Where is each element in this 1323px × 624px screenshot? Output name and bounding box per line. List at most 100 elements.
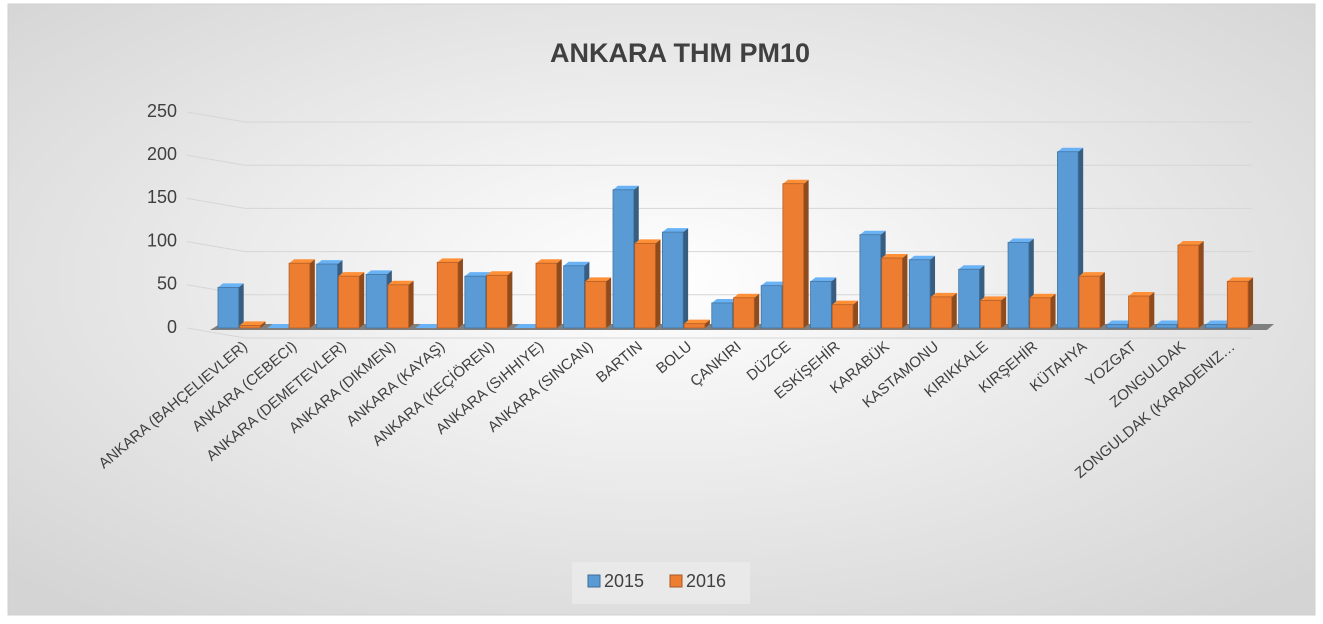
bar	[1155, 324, 1178, 329]
bar-side	[1149, 292, 1155, 328]
bar	[760, 285, 783, 329]
bar-top	[909, 255, 936, 260]
y-tick-label: 0	[167, 317, 177, 337]
bar-top	[1205, 320, 1232, 325]
bar	[661, 231, 684, 329]
bar-side	[457, 258, 463, 328]
bar-top	[535, 259, 562, 264]
bar	[1057, 151, 1079, 329]
bar-top	[662, 228, 689, 233]
bar-top	[486, 271, 513, 276]
legend-swatch	[587, 574, 601, 588]
bar	[711, 302, 733, 329]
bar	[1226, 280, 1249, 329]
bar-side	[1099, 272, 1105, 328]
bar	[831, 304, 854, 329]
legend-swatch	[669, 574, 683, 588]
bar-side	[238, 283, 244, 328]
bar-side	[951, 292, 957, 328]
bar-top	[980, 296, 1007, 301]
bar-top	[1156, 320, 1182, 325]
y-tick-label: 150	[147, 187, 177, 207]
bar-top	[316, 260, 343, 265]
bar-top	[1008, 238, 1034, 243]
bar-top	[711, 298, 738, 303]
bar	[217, 286, 240, 329]
bar-top	[464, 272, 491, 277]
bar-top	[1079, 272, 1105, 277]
bar-top	[859, 230, 886, 235]
bar	[563, 265, 585, 329]
bar-top	[1227, 277, 1254, 282]
bar	[239, 325, 261, 329]
legend-box	[572, 562, 750, 604]
bar	[859, 234, 882, 329]
bar	[338, 275, 360, 329]
bar-top	[415, 324, 442, 328]
bar-top	[832, 300, 859, 305]
bar-top	[239, 321, 266, 326]
bar	[1007, 242, 1030, 329]
grid-line	[186, 241, 1252, 253]
bar-top	[733, 293, 760, 298]
bar	[464, 275, 487, 329]
bar	[1029, 297, 1051, 329]
grid-line	[186, 154, 1252, 166]
bar	[908, 259, 931, 329]
bar-side	[1198, 241, 1204, 328]
bar-top	[387, 280, 414, 285]
bar	[436, 261, 459, 329]
bar	[782, 183, 805, 329]
bar	[486, 274, 508, 329]
bar	[1205, 324, 1227, 329]
bar-side	[507, 271, 513, 328]
bar-side	[606, 277, 612, 328]
bar-top	[1128, 292, 1155, 297]
bar	[1177, 244, 1200, 329]
bar-side	[556, 259, 562, 328]
bar	[1106, 324, 1128, 329]
bar	[584, 280, 607, 329]
bar-top	[931, 292, 957, 297]
bar-side	[408, 280, 414, 328]
y-tick-label: 200	[147, 144, 177, 164]
y-tick-label: 50	[157, 274, 177, 294]
bar	[365, 274, 388, 329]
bar-side	[309, 259, 315, 328]
bar	[612, 189, 635, 329]
bar-top	[761, 281, 787, 286]
bar-top	[585, 277, 612, 282]
bar-top	[338, 272, 365, 277]
bar-top	[1029, 293, 1056, 298]
bar	[683, 323, 706, 329]
bar	[316, 263, 338, 329]
bar-side	[655, 239, 661, 328]
bar-side	[754, 293, 760, 328]
bar	[881, 257, 903, 329]
bar-top	[267, 324, 294, 328]
bar-top	[634, 239, 661, 244]
chart-title: ANKARA THM PM10	[550, 38, 810, 68]
bar-side	[683, 228, 689, 328]
bar	[288, 262, 311, 329]
bar-top	[684, 319, 710, 324]
bar-top	[289, 259, 315, 264]
legend-label: 2016	[686, 571, 726, 591]
bar-top	[563, 261, 590, 266]
bar	[733, 297, 755, 329]
bar-top	[1177, 241, 1204, 246]
bar-top	[217, 283, 244, 288]
bar	[958, 268, 980, 329]
grid-line	[186, 111, 1252, 123]
grid-line	[186, 197, 1252, 209]
bar-top	[613, 185, 639, 190]
bar-side	[803, 179, 809, 328]
y-tick-label: 250	[147, 101, 177, 121]
bar-side	[704, 319, 710, 328]
legend-label: 2015	[604, 571, 644, 591]
bar	[535, 262, 558, 329]
bar	[980, 299, 1002, 329]
bar-side	[260, 321, 266, 328]
bar-side	[902, 254, 908, 328]
